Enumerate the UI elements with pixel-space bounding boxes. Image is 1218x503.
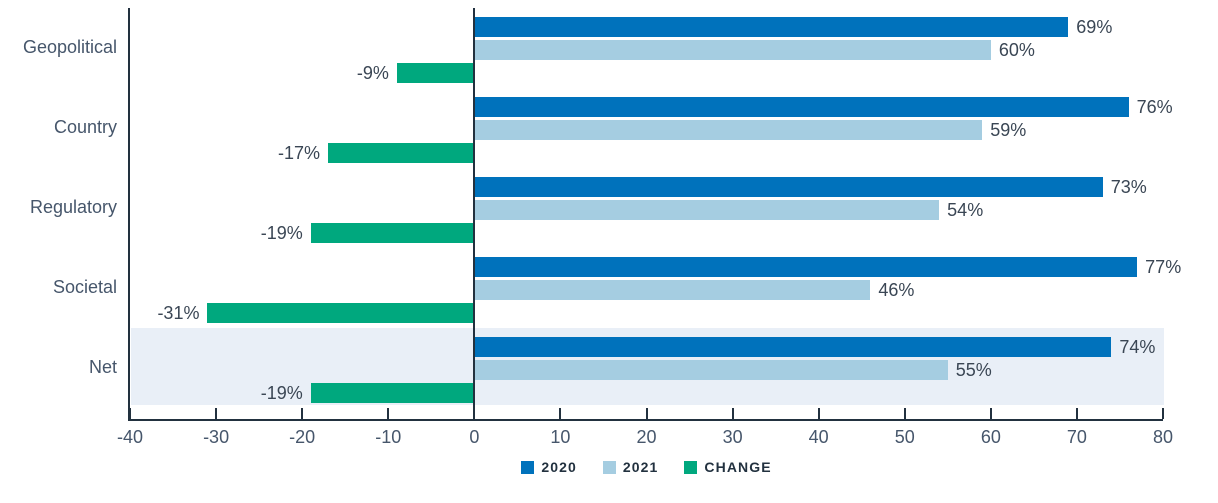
x-axis-tick bbox=[1075, 408, 1078, 419]
value-label: 73% bbox=[1110, 177, 1147, 197]
x-axis-tick-label: -10 bbox=[375, 427, 402, 447]
x-axis-line bbox=[128, 419, 1163, 421]
x-axis-tick-label: 70 bbox=[1066, 427, 1087, 447]
x-axis-tick-label: 50 bbox=[894, 427, 915, 447]
x-axis-tick bbox=[215, 408, 218, 419]
x-axis-tick bbox=[129, 408, 131, 419]
value-label: 77% bbox=[1145, 257, 1182, 277]
bar-change-country bbox=[327, 143, 475, 163]
value-label: 76% bbox=[1136, 97, 1173, 117]
x-axis-tick bbox=[903, 408, 906, 419]
x-axis-tick bbox=[989, 408, 992, 419]
x-axis-tick-label: 60 bbox=[980, 427, 1001, 447]
bar-2021-regulatory bbox=[474, 200, 940, 220]
bar-2021-geopolitical bbox=[474, 40, 991, 60]
x-axis-tick-label: -30 bbox=[203, 427, 230, 447]
x-axis-tick bbox=[731, 408, 734, 419]
x-axis-tick bbox=[387, 408, 390, 419]
x-axis-tick-label: -20 bbox=[289, 427, 316, 447]
bar-2021-societal bbox=[474, 280, 871, 300]
legend-item-change: CHANGE bbox=[684, 459, 771, 475]
legend-label: CHANGE bbox=[704, 459, 772, 475]
bar-2020-country bbox=[474, 97, 1129, 117]
y-axis-line bbox=[128, 8, 130, 421]
x-axis-tick bbox=[817, 408, 820, 419]
bar-change-net bbox=[310, 383, 475, 403]
category-label: Net bbox=[88, 357, 117, 377]
bar-change-societal bbox=[207, 303, 475, 323]
bar-2020-net bbox=[474, 337, 1112, 357]
x-axis-tick-label: -40 bbox=[116, 427, 143, 447]
legend-swatch-icon bbox=[521, 460, 535, 474]
bar-2021-net bbox=[474, 360, 948, 380]
category-label: Regulatory bbox=[29, 197, 117, 217]
value-label: 69% bbox=[1076, 17, 1113, 37]
x-axis-tick-label: 40 bbox=[808, 427, 829, 447]
x-axis-tick bbox=[645, 408, 648, 419]
bar-2020-geopolitical bbox=[474, 17, 1069, 37]
legend: 2020 2021 CHANGE bbox=[130, 459, 1163, 475]
value-label: -31% bbox=[157, 303, 200, 323]
value-label: -19% bbox=[260, 383, 303, 403]
value-label: -9% bbox=[356, 63, 389, 83]
value-label: -19% bbox=[260, 223, 303, 243]
x-axis-tick-label: 20 bbox=[636, 427, 657, 447]
bar-2020-regulatory bbox=[474, 177, 1103, 197]
legend-label: 2021 bbox=[622, 459, 659, 475]
x-axis-tick bbox=[559, 408, 562, 419]
value-label: 60% bbox=[998, 40, 1035, 60]
legend-swatch-icon bbox=[602, 460, 616, 474]
x-axis-tick-label: 80 bbox=[1152, 427, 1174, 447]
bar-change-regulatory bbox=[310, 223, 475, 243]
x-axis-tick bbox=[1162, 408, 1164, 419]
value-label: 54% bbox=[947, 200, 984, 220]
value-label: 59% bbox=[990, 120, 1027, 140]
value-label: 55% bbox=[955, 360, 992, 380]
x-axis-tick bbox=[301, 408, 304, 419]
bar-change-geopolitical bbox=[396, 63, 475, 83]
bar-2021-country bbox=[474, 120, 983, 140]
legend-item-2020: 2020 bbox=[521, 459, 577, 475]
x-axis-tick-label: 0 bbox=[469, 427, 480, 447]
legend-label: 2020 bbox=[541, 459, 577, 475]
category-label: Societal bbox=[52, 277, 117, 297]
value-label: 74% bbox=[1119, 337, 1156, 357]
zero-line bbox=[473, 8, 476, 421]
x-axis-tick bbox=[473, 408, 476, 419]
category-label: Country bbox=[53, 117, 117, 137]
legend-item-2021: 2021 bbox=[602, 459, 659, 475]
value-label: -17% bbox=[277, 143, 320, 163]
legend-swatch-icon bbox=[684, 460, 698, 474]
value-label: 46% bbox=[878, 280, 915, 300]
x-axis-tick-label: 30 bbox=[722, 427, 743, 447]
category-label: Geopolitical bbox=[22, 37, 117, 57]
bar-2020-societal bbox=[474, 257, 1138, 277]
x-axis-tick-label: 10 bbox=[550, 427, 571, 447]
